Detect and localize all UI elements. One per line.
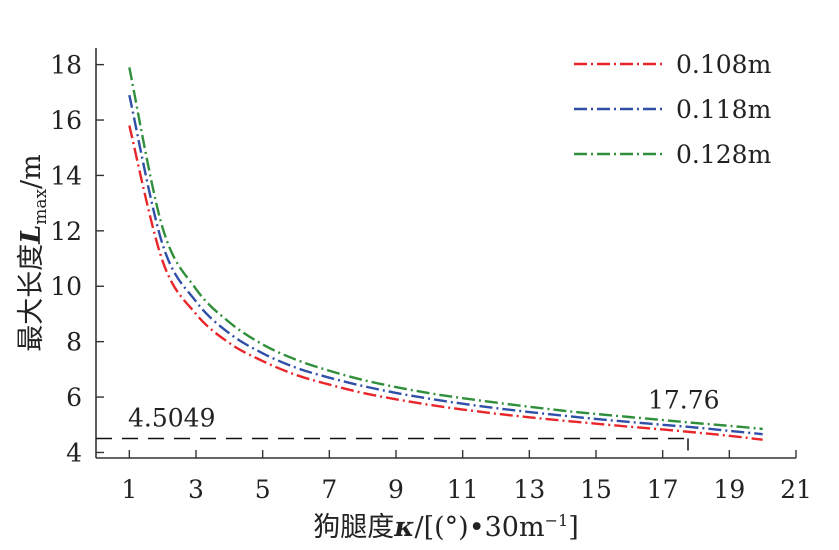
legend-label-1: 0.108m <box>676 50 772 79</box>
y-axis-label: 最大长度Lmax/m <box>16 154 51 352</box>
x-tick-label: 19 <box>713 475 745 504</box>
y-tick-label: 8 <box>66 328 82 357</box>
x-axis-label-symbol: κ <box>393 512 414 543</box>
legend-label-3: 0.128m <box>676 140 772 169</box>
x-tick-label: 9 <box>388 475 404 504</box>
series-lines <box>128 67 763 441</box>
legend-label-2: 0.118m <box>676 95 772 124</box>
y-tick-label: 14 <box>50 161 82 190</box>
y-axis-label-prefix: 最大长度 <box>16 244 47 352</box>
legend: 0.108m 0.118m 0.128m <box>574 50 772 169</box>
y-tick-label: 12 <box>50 217 82 246</box>
series-line-3 <box>128 67 763 431</box>
x-axis-label-unit-end: ] <box>568 512 579 543</box>
y-axis-label-subscript: max <box>31 189 51 225</box>
x-tick-label: 13 <box>513 475 545 504</box>
y-tick-label: 4 <box>66 438 82 467</box>
x-tick-label: 17 <box>647 475 679 504</box>
x-axis-label-unit: /[(°)•30m <box>415 512 545 543</box>
x-axis-label-prefix: 狗腿度 <box>313 512 394 543</box>
x-tick-label: 7 <box>321 475 337 504</box>
x-tick-label: 11 <box>447 475 479 504</box>
annotation-y-value: 4.5049 <box>128 403 215 432</box>
y-tick-label: 16 <box>50 106 82 135</box>
x-tick-label: 21 <box>780 475 812 504</box>
series-line-2 <box>128 94 763 436</box>
y-tick-label: 10 <box>50 272 82 301</box>
x-axis-label-exponent: −1 <box>545 511 569 530</box>
reference-lines <box>96 437 689 458</box>
annotations: 4.5049 17.76 <box>128 385 720 432</box>
annotation-x-value: 17.76 <box>648 385 720 414</box>
x-tick-label: 5 <box>255 475 271 504</box>
x-tick-label: 15 <box>580 475 612 504</box>
y-tick-label: 6 <box>66 383 82 412</box>
y-axis-label-symbol: L <box>16 225 47 245</box>
x-tick-label: 3 <box>188 475 204 504</box>
y-axis-label-unit: /m <box>16 154 47 189</box>
x-tick-label: 1 <box>121 475 137 504</box>
x-axis-label: 狗腿度κ/[(°)•30m−1] <box>313 511 578 543</box>
series-line-1 <box>128 125 763 441</box>
y-tick-label: 18 <box>50 51 82 80</box>
